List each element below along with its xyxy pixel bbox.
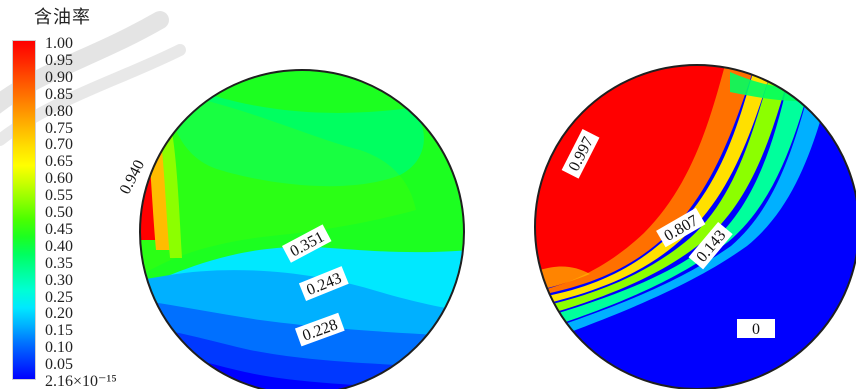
legend-value: 0.90 <box>45 68 73 86</box>
label-0: 0 <box>737 319 775 338</box>
label-0.143: 0.143 <box>688 221 733 270</box>
legend-value: 0.10 <box>45 339 73 357</box>
legend-value: 0.60 <box>45 170 73 188</box>
legend-value: 0.35 <box>45 254 73 272</box>
legend-value: 0.05 <box>45 356 73 374</box>
legend-color-bar <box>12 40 36 380</box>
legend-title: 含油率 <box>34 7 91 27</box>
legend-value: 0.15 <box>45 322 73 340</box>
svg-text:0: 0 <box>752 321 760 338</box>
legend-value: 0.20 <box>45 305 73 323</box>
legend-value: 0.55 <box>45 187 73 205</box>
legend-value: 0.75 <box>45 119 73 137</box>
legend-value: 0.45 <box>45 220 73 238</box>
legend-value: 0.95 <box>45 51 73 69</box>
legend-value: 1.00 <box>45 35 73 52</box>
legend-value: 0.40 <box>45 237 73 255</box>
legend-value: 2.16×10⁻¹⁵ <box>45 373 117 389</box>
legend-value: 0.70 <box>45 136 73 154</box>
legend-value: 0.50 <box>45 204 73 221</box>
legend-value: 0.80 <box>45 102 73 120</box>
legend-value: 0.25 <box>45 288 73 306</box>
legend-value: 0.30 <box>45 271 73 289</box>
legend-value: 0.65 <box>45 153 73 171</box>
legend-value: 0.85 <box>45 85 73 103</box>
